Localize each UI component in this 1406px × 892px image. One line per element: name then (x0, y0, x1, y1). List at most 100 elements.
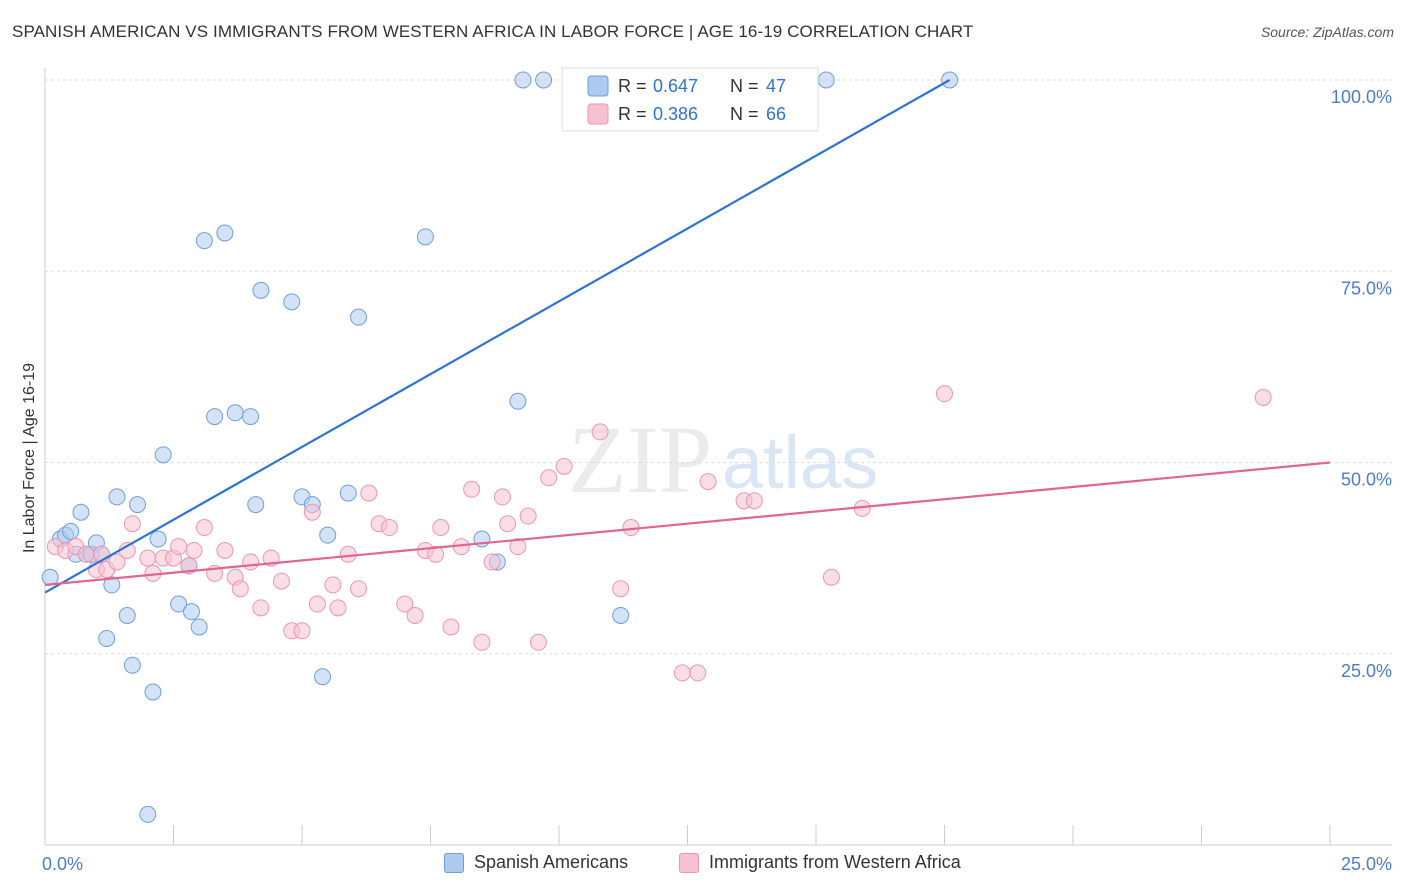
data-point-western-africa (427, 545, 445, 563)
data-point-western-africa (77, 545, 95, 563)
data-point-western-africa (432, 519, 450, 537)
data-point-western-africa (473, 633, 491, 651)
data-point-western-africa (699, 473, 717, 491)
data-point-western-africa (483, 553, 501, 571)
watermark: ZIP atlas (568, 406, 878, 513)
data-point-western-africa (185, 541, 203, 559)
data-point-spanish (195, 232, 213, 250)
data-point-western-africa (555, 457, 573, 475)
data-point-spanish (206, 408, 224, 426)
data-point-western-africa (380, 519, 398, 537)
data-point-western-africa (689, 664, 707, 682)
legend-swatch-western-africa (587, 103, 609, 125)
data-point-western-africa (509, 538, 527, 556)
legend-top: R = 0.647 N = 47 R = 0.386 N = 66 (561, 67, 819, 132)
data-point-western-africa (673, 664, 691, 682)
data-point-western-africa (493, 488, 511, 506)
data-point-spanish (226, 404, 244, 422)
legend-n-label-spanish: N = (730, 76, 764, 96)
data-point-western-africa (529, 633, 547, 651)
x-tick-label: 25.0% (1341, 854, 1392, 874)
legend-label-western-africa: Immigrants from Western Africa (709, 852, 961, 872)
y-tick-label: 50.0% (1341, 470, 1392, 490)
data-point-western-africa (591, 423, 609, 441)
data-point-western-africa (329, 599, 347, 617)
data-point-spanish (252, 281, 270, 299)
data-point-spanish (416, 228, 434, 246)
data-point-spanish (242, 408, 260, 426)
data-point-western-africa (1254, 388, 1272, 406)
x-tick-label: 0.0% (42, 854, 83, 874)
legend-swatch-western-africa-bottom (679, 852, 699, 873)
legend-n-value-spanish: 47 (766, 76, 786, 96)
data-point-western-africa (216, 541, 234, 559)
x-tick-labels: 0.0% 25.0% (42, 854, 1392, 874)
legend-r-value-western-africa: 0.386 (653, 104, 698, 124)
legend-item-spanish-americans: Spanish Americans (444, 852, 628, 873)
data-point-spanish (149, 530, 167, 548)
legend-swatch-spanish-americans (444, 852, 464, 873)
legend-bottom: Spanish Americans Immigrants from Wester… (0, 852, 1406, 878)
legend-n-value-western-africa: 66 (766, 104, 786, 124)
data-point-spanish (247, 496, 265, 514)
y-tick-label: 75.0% (1341, 278, 1392, 298)
data-point-spanish (118, 607, 136, 624)
data-point-spanish (108, 488, 126, 506)
source-credit: Source: ZipAtlas.com (1260, 24, 1394, 40)
data-point-western-africa (308, 595, 326, 613)
data-point-spanish (283, 293, 301, 311)
legend-swatch-spanish (587, 75, 609, 97)
data-point-spanish (535, 71, 553, 89)
data-point-spanish (62, 522, 80, 540)
data-point-spanish (190, 618, 208, 636)
chart-title: SPANISH AMERICAN VS IMMIGRANTS FROM WEST… (12, 22, 974, 41)
data-point-spanish (170, 595, 188, 613)
data-point-western-africa (499, 515, 517, 533)
data-point-western-africa (242, 553, 260, 571)
y-tick-label: 25.0% (1341, 661, 1392, 681)
data-point-western-africa (442, 618, 460, 636)
data-point-spanish (123, 656, 141, 674)
trend-line-spanish (44, 79, 951, 594)
trend-line-western-africa (44, 461, 1331, 586)
y-axis-label: In Labor Force | Age 16-19 (21, 363, 38, 553)
legend-n-label-western-africa: N = (730, 104, 764, 124)
data-point-western-africa (272, 572, 290, 590)
data-point-western-africa (195, 519, 213, 537)
data-point-spanish (144, 683, 162, 701)
data-point-spanish (612, 607, 630, 624)
data-point-western-africa (350, 580, 368, 598)
data-point-western-africa (540, 469, 558, 487)
data-point-spanish (154, 446, 172, 464)
data-point-western-africa (293, 622, 311, 640)
data-point-western-africa (612, 580, 630, 598)
data-point-western-africa (139, 549, 157, 567)
data-point-spanish (103, 576, 121, 594)
data-point-spanish (129, 496, 147, 514)
legend-r-label-western-africa: R = (618, 104, 652, 124)
legend-label-spanish-americans: Spanish Americans (474, 852, 629, 872)
data-point-western-africa (324, 576, 342, 594)
data-point-spanish (314, 668, 332, 686)
data-point-spanish (817, 71, 835, 89)
data-point-western-africa (822, 568, 840, 586)
axes (44, 68, 1392, 846)
legend-r-value-spanish: 0.647 (653, 76, 698, 96)
watermark-atlas: atlas (722, 421, 878, 504)
data-point-western-africa (745, 492, 763, 510)
data-point-western-africa (339, 545, 357, 563)
trend-lines (44, 79, 1331, 594)
data-point-spanish (72, 503, 90, 521)
data-point-spanish (339, 484, 357, 502)
data-point-spanish (216, 224, 234, 242)
data-point-western-africa (231, 580, 249, 598)
data-point-western-africa (936, 385, 953, 403)
data-point-western-africa (519, 507, 537, 525)
data-point-spanish (182, 603, 200, 621)
data-point-western-africa (170, 538, 188, 556)
data-point-spanish (139, 805, 157, 823)
legend-r-label-spanish: R = (618, 76, 652, 96)
data-point-spanish (98, 629, 116, 647)
y-tick-label: 100.0% (1331, 87, 1392, 107)
